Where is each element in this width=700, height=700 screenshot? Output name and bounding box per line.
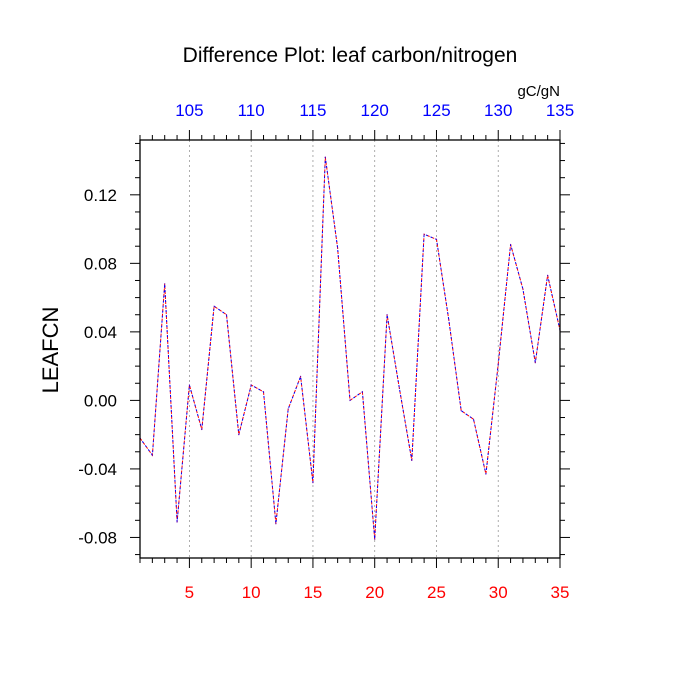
data-point (547, 274, 549, 276)
data-point (312, 482, 314, 484)
data-point (435, 238, 438, 240)
data-point (485, 473, 487, 475)
top-axis-units: gC/gN (517, 83, 560, 100)
data-point (201, 428, 203, 431)
axis-ticks (130, 130, 570, 568)
data-point (299, 375, 302, 378)
data-point (349, 399, 351, 401)
data-point (509, 243, 512, 246)
series-layer (139, 156, 561, 540)
data-point (213, 305, 215, 307)
x-tick-label: 20 (365, 583, 384, 602)
top-tick-label: 110 (238, 101, 265, 120)
data-point (423, 233, 425, 235)
top-tick-label: 125 (422, 101, 450, 120)
data-point (188, 384, 191, 386)
y-tick-label: 0.08 (84, 254, 117, 273)
series-line-secondary (139, 157, 561, 540)
data-point (522, 288, 524, 290)
data-point (287, 408, 289, 410)
x-tick-label: 5 (185, 583, 194, 602)
data-point (151, 454, 153, 456)
top-tick-label: 135 (546, 101, 574, 120)
y-axis-labels: 0.12 0.08 0.04 0.00 -0.04 -0.08 (78, 186, 117, 548)
data-point (164, 283, 166, 285)
data-point (497, 363, 499, 366)
data-point (374, 538, 376, 540)
x-tick-label: 15 (303, 583, 322, 602)
data-point (361, 391, 363, 393)
data-point (534, 362, 536, 364)
data-point (448, 319, 450, 321)
x-tick-label: 30 (489, 583, 508, 602)
y-tick-label: -0.04 (78, 460, 117, 479)
data-point (324, 156, 326, 158)
y-axis-label: LEAFCN (38, 307, 63, 394)
data-point (337, 247, 339, 249)
top-tick-label: 105 (175, 101, 203, 120)
chart-title: Difference Plot: leaf carbon/nitrogen (183, 44, 518, 67)
y-tick-label: -0.08 (78, 528, 117, 547)
data-point (262, 391, 265, 393)
data-point (398, 387, 401, 390)
top-tick-label: 130 (484, 101, 512, 120)
data-point (176, 521, 178, 523)
data-point (238, 434, 240, 436)
data-point (411, 459, 413, 461)
data-point (460, 410, 462, 412)
data-point (275, 523, 277, 525)
x-tick-label: 35 (551, 583, 570, 602)
data-point (250, 384, 252, 386)
data-point (225, 314, 228, 316)
data-point (386, 314, 388, 316)
x-tick-label: 10 (242, 583, 261, 602)
data-point (472, 418, 475, 420)
bottom-axis-labels: 5 10 15 20 25 30 35 (185, 583, 570, 602)
y-tick-label: 0.00 (84, 391, 117, 410)
top-tick-label: 120 (361, 101, 389, 120)
y-tick-label: 0.04 (84, 323, 117, 342)
x-tick-label: 25 (427, 583, 446, 602)
top-axis-labels: 105 110 115 120 125 130 135 (175, 101, 574, 120)
y-tick-label: 0.12 (84, 186, 117, 205)
top-tick-label: 115 (299, 101, 326, 120)
